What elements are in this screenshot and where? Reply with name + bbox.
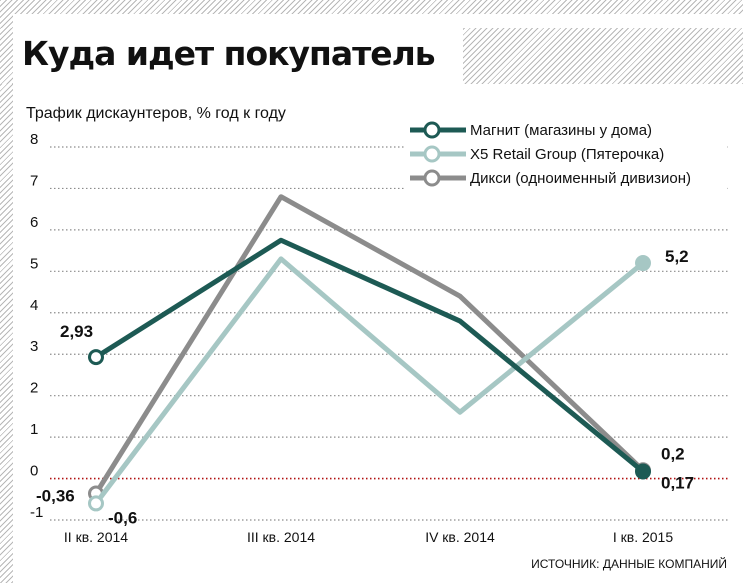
data-label: 5,2 [665,247,689,266]
series-line-magnit [93,237,646,475]
data-point-x5 [88,495,104,512]
y-tick-label: 4 [30,297,38,314]
data-point-x5 [635,255,651,272]
legend-label-diksi: Дикси (одноименный дивизион) [470,170,691,187]
data-point-magnit [635,463,651,480]
y-tick-label: 7 [30,172,38,189]
y-tick-label: 2 [30,380,38,397]
series-line-diksi [93,194,646,496]
x-tick-label: I кв. 2015 [613,529,673,545]
hatch-pattern-top [0,0,743,14]
legend-label-x5: X5 Retail Group (Пятерочка) [470,146,664,163]
legend-label-magnit: Магнит (магазины у дома) [470,122,652,139]
y-tick-label: 6 [30,214,38,231]
x-tick-label: IV кв. 2014 [425,529,495,545]
x-tick-label: II кв. 2014 [64,529,128,545]
data-label: 2,93 [60,322,93,341]
y-tick-label: -1 [30,504,43,521]
series-line-x5 [93,256,646,506]
data-label: -0,36 [36,486,75,505]
data-label: -0,6 [108,508,137,527]
legend-marker-diksi [423,169,441,187]
y-tick-label: 0 [30,463,38,480]
legend-marker-magnit [423,121,441,139]
hatch-pattern-left [0,0,13,583]
y-axis-label: Трафик дискаунтеров, % год к году [26,105,286,122]
y-tick-label: 3 [30,338,38,355]
y-tick-label: 5 [30,255,38,272]
data-label: 0,17 [661,474,694,493]
y-tick-label: 1 [30,421,38,438]
x-tick-label: III кв. 2014 [247,529,315,545]
y-tick-label: 8 [30,131,38,148]
title-background [13,14,463,84]
data-label: 0,2 [661,444,685,463]
chart-title: Куда идет покупатель [22,34,436,73]
source-note: ИСТОЧНИК: ДАННЫЕ КОМПАНИЙ [531,556,727,571]
legend-marker-x5 [423,145,441,163]
data-point-magnit [88,349,104,366]
